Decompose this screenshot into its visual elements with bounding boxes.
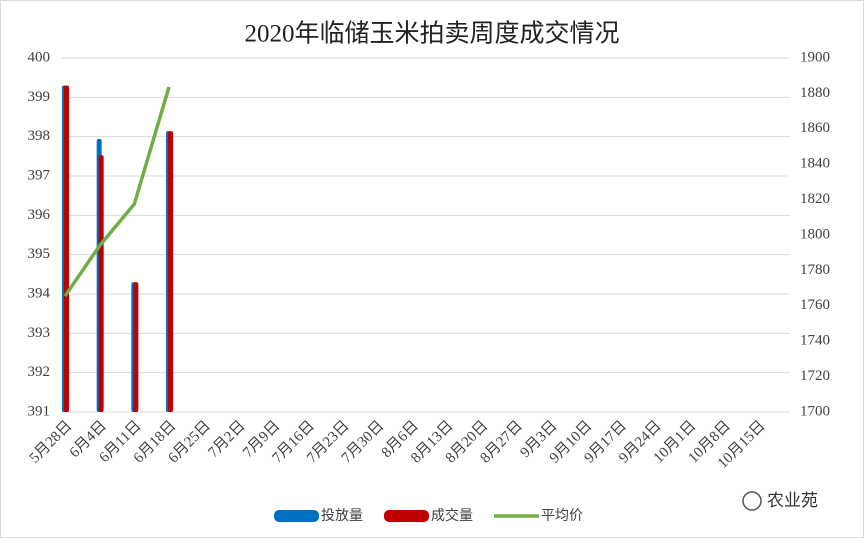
y-tick-label: 400 — [28, 49, 51, 65]
legend-label: 平均价 — [541, 508, 583, 524]
bar — [133, 282, 139, 412]
line — [63, 86, 171, 298]
y2-tick-label: 1780 — [800, 262, 830, 278]
y2-tick-label: 1820 — [800, 191, 830, 207]
y-tick-label: 393 — [28, 325, 51, 341]
y2-tick-label: 1860 — [800, 120, 830, 136]
y2-tick-label: 1740 — [800, 333, 830, 349]
legend-label: 投放量 — [321, 508, 363, 524]
watermark-icon — [742, 491, 762, 511]
y-tick-label: 391 — [28, 403, 51, 419]
y-tick-label: 394 — [28, 285, 51, 301]
y2-tick-label: 1900 — [800, 49, 830, 65]
y2-tick-label: 1800 — [800, 226, 830, 242]
bar — [98, 155, 104, 413]
y2-tick-label: 1840 — [800, 156, 830, 172]
legend-label: 成交量 — [431, 507, 473, 524]
watermark-text: 农业苑 — [767, 491, 818, 511]
legend-item: 成交量 — [384, 507, 473, 524]
y-tick-label: 399 — [28, 89, 51, 105]
y2-tick-label: 1880 — [800, 85, 830, 101]
y2-tick-label: 1720 — [800, 368, 830, 384]
y-tick-label: 395 — [28, 246, 51, 262]
y2-tick-label: 1700 — [800, 403, 830, 419]
y2-tick-label: 1760 — [800, 297, 830, 313]
y-tick-label: 396 — [28, 207, 51, 223]
y-tick-label: 392 — [28, 364, 51, 380]
bar — [64, 85, 69, 413]
legend-swatch — [274, 510, 319, 522]
y-tick-label: 397 — [28, 167, 51, 183]
watermark: 农业苑 — [742, 491, 818, 511]
bar — [168, 131, 173, 412]
chart-title: 2020年临储玉米拍卖周度成交情况 — [244, 20, 619, 48]
legend-item: 平均价 — [494, 508, 583, 524]
legend-swatch — [384, 510, 429, 522]
legend-item: 投放量 — [274, 508, 363, 524]
y-tick-label: 398 — [28, 128, 51, 144]
